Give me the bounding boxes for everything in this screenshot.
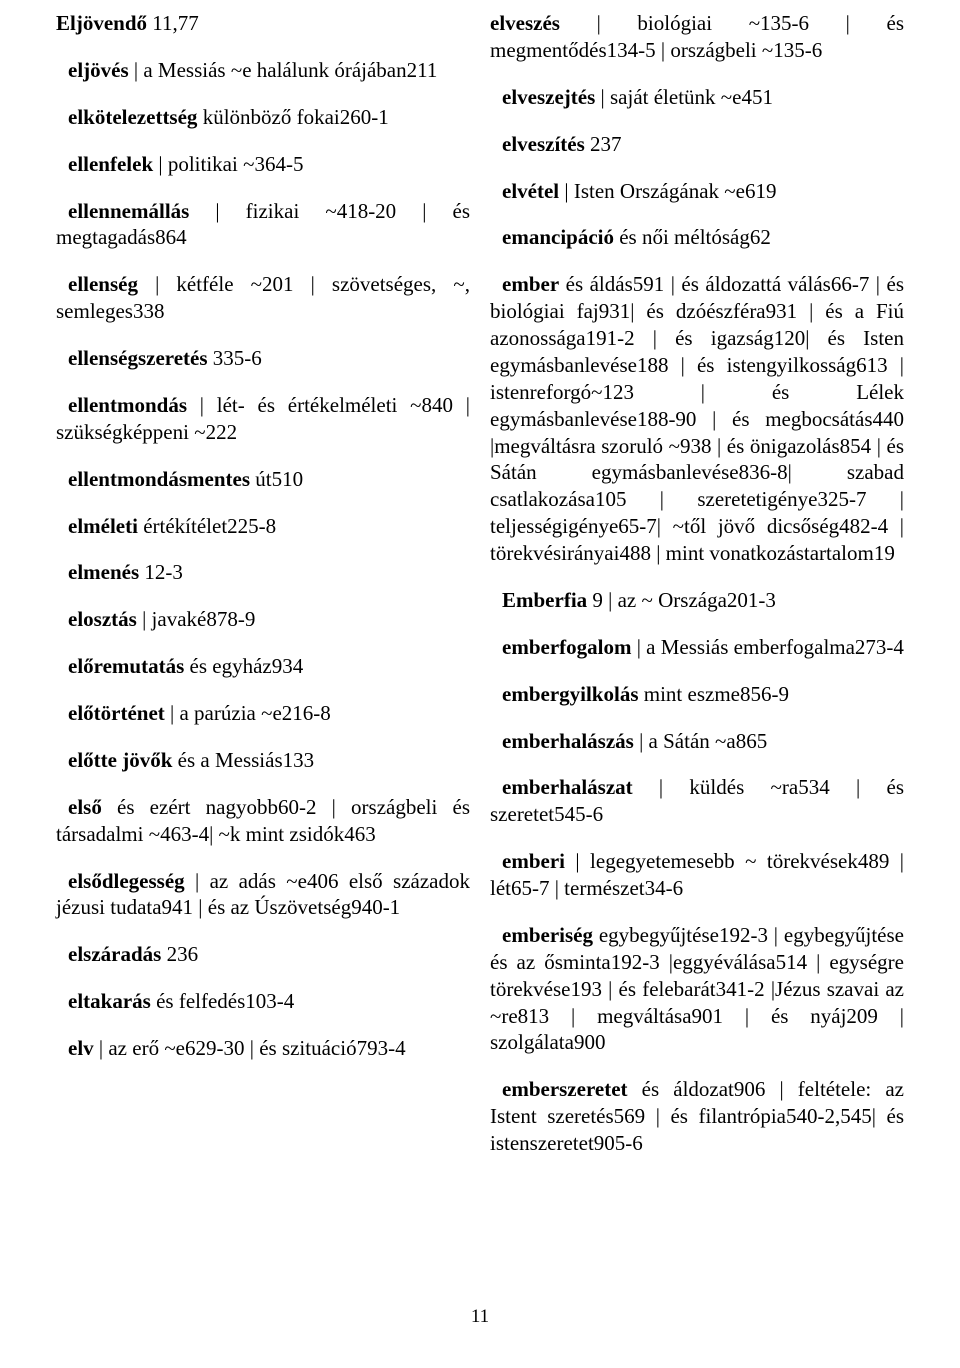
index-entry: ellentmondásmentes út510 xyxy=(56,466,470,493)
index-entry: elszáradás 236 xyxy=(56,941,470,968)
index-entry: elveszítés 237 xyxy=(490,131,904,158)
index-entry: ellennemállás | fizikai ~418-20 | és meg… xyxy=(56,198,470,252)
index-entry: embergyilkolás mint eszme856-9 xyxy=(490,681,904,708)
index-entry: elkötelezettség különböző fokai260-1 xyxy=(56,104,470,131)
index-entry: eljövés | a Messiás ~e halálunk órájában… xyxy=(56,57,470,84)
index-entry: emberhalászás | a Sátán ~a865 xyxy=(490,728,904,755)
index-entry: ellentmondás | lét- és értékelméleti ~84… xyxy=(56,392,470,446)
index-entry: elméleti értékítélet225-8 xyxy=(56,513,470,540)
index-entry: emancipáció és női méltóság62 xyxy=(490,224,904,251)
index-entry: előremutatás és egyház934 xyxy=(56,653,470,680)
index-entry: eltakarás és felfedés103-4 xyxy=(56,988,470,1015)
index-entry: elveszés | biológiai ~135-6 | és megment… xyxy=(490,10,904,64)
columns: Eljövendő 11,77 eljövés | a Messiás ~e ha… xyxy=(56,10,904,1296)
index-entry: elosztás | javaké878-9 xyxy=(56,606,470,633)
index-entry: ellenfelek | politikai ~364-5 xyxy=(56,151,470,178)
index-entry: elsődlegesség | az adás ~e406 első száza… xyxy=(56,868,470,922)
index-entry: ellenségszeretés 335-6 xyxy=(56,345,470,372)
index-entry: elveszejtés | saját életünk ~e451 xyxy=(490,84,904,111)
index-entry: elmenés 12-3 xyxy=(56,559,470,586)
index-entry: első és ezért nagyobb60-2 | országbeli é… xyxy=(56,794,470,848)
right-column: elveszés | biológiai ~135-6 | és megment… xyxy=(490,10,904,1296)
index-entry: Eljövendő 11,77 xyxy=(56,10,470,37)
page-number: 11 xyxy=(56,1306,904,1328)
page: Eljövendő 11,77 eljövés | a Messiás ~e ha… xyxy=(0,0,960,1368)
index-entry: ellenség | kétféle ~201 | szövetséges, ~… xyxy=(56,271,470,325)
index-entry: Emberfia 9 | az ~ Országa201-3 xyxy=(490,587,904,614)
index-entry: ember és áldás591 | és áldozattá válás66… xyxy=(490,271,904,567)
index-entry: emberhalászat | küldés ~ra534 | és szere… xyxy=(490,774,904,828)
index-entry: emberiség egybegyűjtése192-3 | egybegyűj… xyxy=(490,922,904,1056)
index-entry: előtörténet | a parúzia ~e216-8 xyxy=(56,700,470,727)
index-entry: emberi | legegyetemesebb ~ törekvések489… xyxy=(490,848,904,902)
index-entry: elv | az erő ~e629-30 | és szituáció793-… xyxy=(56,1035,470,1062)
left-column: Eljövendő 11,77 eljövés | a Messiás ~e ha… xyxy=(56,10,470,1296)
index-entry: emberfogalom | a Messiás emberfogalma273… xyxy=(490,634,904,661)
index-entry: előtte jövők és a Messiás133 xyxy=(56,747,470,774)
index-entry: emberszeretet és áldozat906 | feltétele:… xyxy=(490,1076,904,1157)
index-entry: elvétel | Isten Országának ~e619 xyxy=(490,178,904,205)
